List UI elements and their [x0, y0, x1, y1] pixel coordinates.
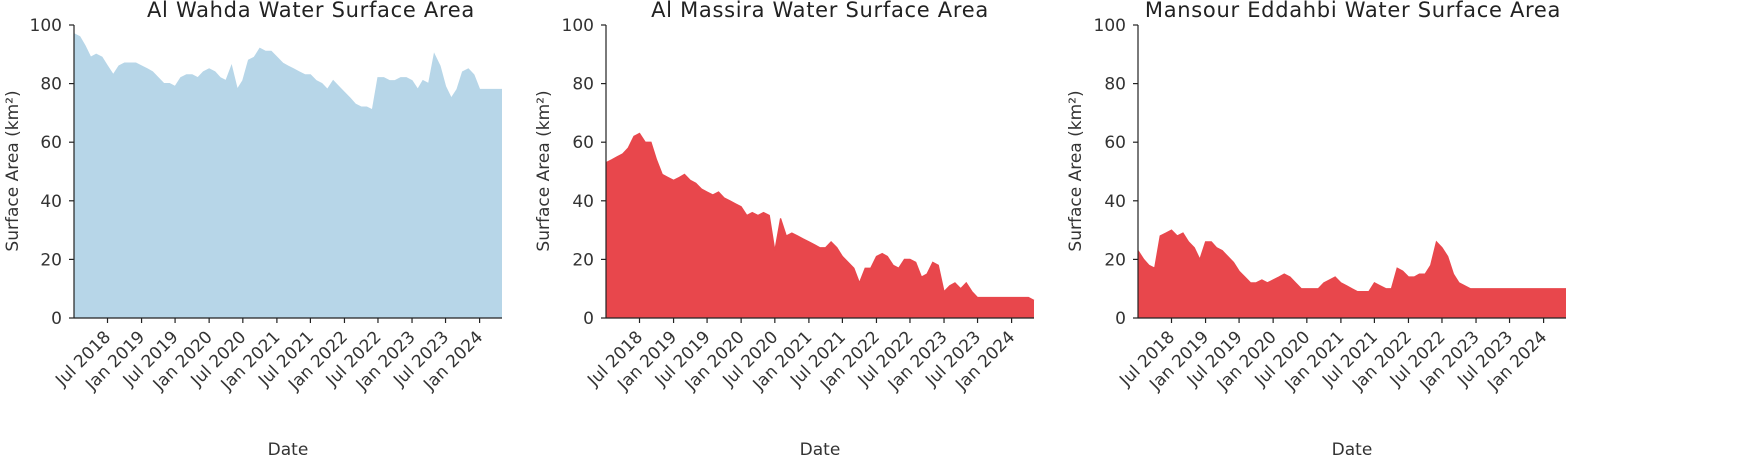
y-tick-label: 60 [40, 133, 62, 153]
y-ticks: 0 20 40 60 80 100 [562, 16, 606, 329]
panel-mansour-eddahbi: Mansour Eddahbi Water Surface Area 0 20 40… [1066, 0, 1566, 460]
surface-area-line [605, 132, 1035, 301]
y-axis-label: Surface Area (km²) [534, 90, 554, 251]
y-tick-label: 80 [1104, 75, 1126, 95]
chart-title: Al Wahda Water Surface Area [147, 0, 475, 22]
area-layer [73, 33, 502, 318]
y-tick-label: 20 [40, 250, 62, 270]
panel-al-massira: Al Massira Water Surface Area 0 20 40 60 80 1… [534, 0, 1035, 460]
surface-area-line [73, 33, 502, 111]
x-axis-label: Date [800, 440, 841, 460]
y-tick-label: 100 [562, 16, 594, 36]
y-tick-label: 80 [572, 75, 594, 95]
y-tick-label: 40 [1104, 192, 1126, 212]
panel-al-wahda: Al Wahda Water Surface Area 0 20 40 60 80 100… [3, 0, 502, 460]
y-tick-label: 0 [1115, 309, 1126, 329]
y-tick-label: 40 [40, 192, 62, 212]
surface-area-fill [1138, 230, 1566, 318]
chart-title: Mansour Eddahbi Water Surface Area [1145, 0, 1561, 22]
x-axis-label: Date [1332, 440, 1373, 460]
surface-area-line [1137, 229, 1566, 293]
y-tick-label: 0 [583, 309, 594, 329]
y-tick-label: 60 [1104, 133, 1126, 153]
y-tick-label: 100 [1094, 16, 1126, 36]
y-tick-label: 40 [572, 192, 594, 212]
y-tick-label: 0 [51, 309, 62, 329]
y-tick-label: 20 [572, 250, 594, 270]
area-layer [605, 132, 1035, 318]
y-axis-label: Surface Area (km²) [1066, 90, 1086, 251]
y-ticks: 0 20 40 60 80 100 [30, 16, 74, 329]
surface-area-fill [606, 133, 1034, 318]
chart-title: Al Massira Water Surface Area [651, 0, 989, 22]
y-tick-label: 80 [40, 75, 62, 95]
y-ticks: 0 20 40 60 80 100 [1094, 16, 1138, 329]
y-axis-label: Surface Area (km²) [3, 90, 23, 251]
surface-area-fill [74, 33, 502, 318]
y-tick-label: 20 [1104, 250, 1126, 270]
y-tick-label: 60 [572, 133, 594, 153]
y-tick-label: 100 [30, 16, 62, 36]
area-layer [1137, 229, 1566, 318]
x-axis-label: Date [268, 440, 309, 460]
